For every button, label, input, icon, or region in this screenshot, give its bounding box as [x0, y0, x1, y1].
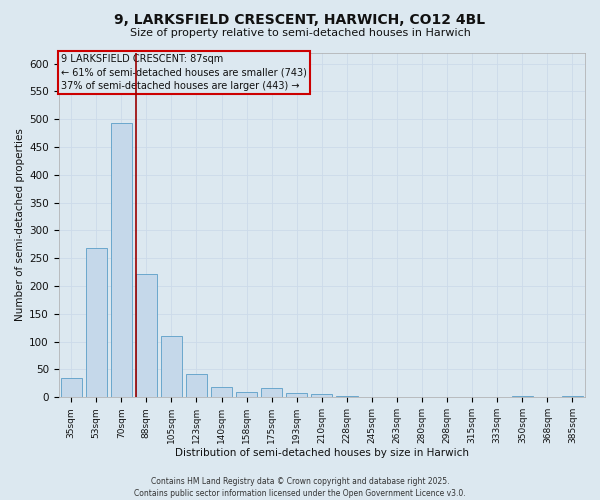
Bar: [110, 123, 132, 397]
Text: Size of property relative to semi-detached houses in Harwich: Size of property relative to semi-detach…: [130, 28, 470, 38]
Bar: [161, 336, 182, 397]
Bar: [236, 392, 257, 397]
Text: 9 LARKSFIELD CRESCENT: 87sqm
← 61% of semi-detached houses are smaller (743)
37%: 9 LARKSFIELD CRESCENT: 87sqm ← 61% of se…: [61, 54, 307, 90]
Bar: [286, 393, 307, 397]
Bar: [61, 378, 82, 397]
Bar: [136, 274, 157, 397]
Bar: [562, 396, 583, 397]
Text: Contains HM Land Registry data © Crown copyright and database right 2025.
Contai: Contains HM Land Registry data © Crown c…: [134, 476, 466, 498]
Bar: [311, 394, 332, 397]
Bar: [186, 374, 207, 397]
Bar: [336, 396, 358, 397]
Bar: [86, 248, 107, 397]
X-axis label: Distribution of semi-detached houses by size in Harwich: Distribution of semi-detached houses by …: [175, 448, 469, 458]
Bar: [211, 387, 232, 397]
Bar: [261, 388, 283, 397]
Text: 9, LARKSFIELD CRESCENT, HARWICH, CO12 4BL: 9, LARKSFIELD CRESCENT, HARWICH, CO12 4B…: [115, 12, 485, 26]
Bar: [512, 396, 533, 397]
Y-axis label: Number of semi-detached properties: Number of semi-detached properties: [15, 128, 25, 322]
